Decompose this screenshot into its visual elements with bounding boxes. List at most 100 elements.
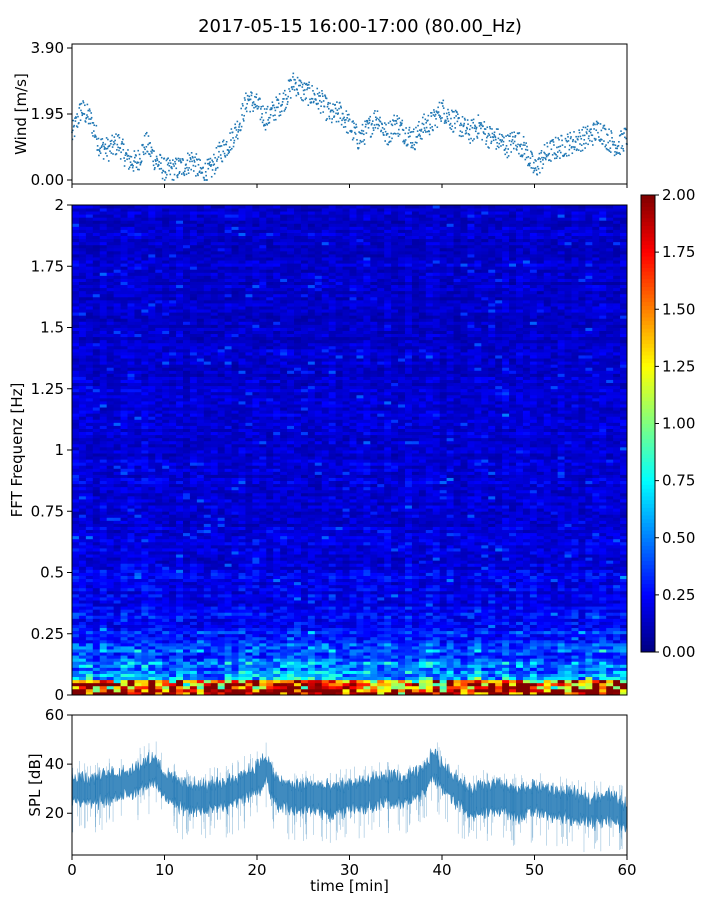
wind-point — [175, 157, 177, 160]
wind-point — [467, 133, 470, 135]
spectrogram-cell — [349, 569, 357, 573]
spectrogram-cell — [141, 685, 149, 690]
spectrogram-cell — [321, 590, 330, 595]
spectrogram-cell — [189, 597, 198, 601]
spectrogram-cell — [328, 615, 337, 619]
spectrogram-cell — [377, 652, 385, 656]
spectrogram-cell — [169, 649, 177, 653]
spectrogram-cell — [356, 609, 364, 613]
wind-point — [138, 153, 141, 156]
spectrogram-cell — [599, 639, 607, 644]
spectrogram-cell — [363, 685, 371, 690]
spectrogram-cell — [252, 658, 260, 662]
wind-point — [117, 134, 120, 136]
wind-point — [326, 105, 329, 108]
spectrogram-cell — [224, 646, 232, 650]
spectrogram-cell — [509, 584, 517, 589]
spectrogram-cell — [106, 584, 115, 589]
spectrogram-cell — [203, 670, 212, 674]
wind-point — [315, 99, 317, 101]
spectrogram-cell — [620, 584, 628, 589]
spectrogram-cell — [474, 560, 482, 564]
spectrogram-cell — [259, 673, 267, 678]
wind-point — [567, 136, 569, 138]
wind-point — [474, 124, 476, 127]
spectrogram-cell — [252, 642, 260, 647]
spectrogram-cell — [287, 633, 295, 638]
spectrogram-cell — [620, 670, 628, 674]
spectrogram-cell — [294, 612, 302, 616]
spectrogram-cell — [509, 560, 517, 564]
spectrogram-cell — [439, 667, 448, 671]
spectrogram-cell — [425, 667, 434, 671]
wind-point — [538, 157, 540, 159]
spectrogram-cell — [92, 624, 101, 629]
spectrogram-cell — [370, 618, 378, 622]
spectrogram-cell — [92, 587, 101, 592]
spectrogram-cell — [113, 639, 121, 644]
spectrogram-cell — [127, 691, 135, 696]
wind-point — [541, 167, 544, 169]
wind-point — [282, 92, 285, 95]
spectrogram-cell — [245, 624, 253, 629]
spectrogram-cell — [585, 575, 593, 580]
spectrogram-cell — [356, 658, 364, 662]
spectrogram-cell — [342, 621, 350, 625]
wind-point — [138, 168, 140, 171]
spectrogram-cell — [335, 655, 343, 659]
spectrogram-cell — [287, 621, 295, 625]
spectrogram-cell — [349, 661, 357, 665]
wind-point — [101, 138, 104, 140]
spectrogram-cell — [516, 578, 524, 583]
spectrogram-cell — [529, 590, 538, 595]
wind-point — [146, 150, 149, 153]
spectrogram-cell — [557, 624, 565, 629]
spectrogram-cell — [370, 661, 378, 665]
spectrogram-cell — [543, 633, 552, 638]
spectrogram-cell — [488, 581, 496, 586]
wind-point — [462, 135, 464, 137]
wind-point — [342, 126, 345, 128]
spectrogram-cell — [481, 554, 489, 558]
wind-point — [365, 123, 367, 126]
spectrogram-cell — [550, 658, 559, 662]
spectrogram-cell — [571, 593, 579, 598]
spectrogram-cell — [196, 557, 205, 561]
spectrogram-cell — [99, 609, 108, 613]
wind-point — [175, 158, 178, 161]
spectrogram-cell — [474, 554, 482, 558]
spectrogram-cell — [405, 661, 413, 665]
wind-point — [423, 113, 425, 116]
spectrogram-cell — [509, 633, 517, 638]
spectrogram-cell — [550, 612, 559, 616]
spectrogram-cell — [418, 578, 427, 583]
spectrogram-cell — [134, 578, 142, 583]
spectrogram-cell — [210, 639, 219, 644]
spectrogram-cell — [189, 569, 198, 573]
spectrogram-cell — [328, 652, 337, 656]
spectrogram-cell — [620, 624, 628, 629]
wind-point — [142, 143, 144, 146]
spectrogram-cell — [134, 658, 142, 662]
spectrogram-cell — [391, 618, 399, 622]
spectrogram-cell — [384, 636, 392, 641]
spectrogram-cell — [99, 652, 108, 656]
spectrogram-cell — [148, 691, 156, 696]
wind-point — [425, 121, 427, 124]
wind-point — [544, 152, 546, 155]
wind-point — [359, 132, 361, 134]
wind-point — [220, 145, 223, 147]
spectrogram-cell — [599, 593, 607, 598]
spectrogram-cell — [474, 655, 482, 659]
spectrogram-cell — [606, 609, 614, 613]
spectrogram-cell — [509, 664, 517, 668]
spectrogram-cell — [398, 584, 406, 589]
wind-point — [236, 134, 238, 136]
wind-point — [411, 144, 413, 147]
spectrogram-cell — [460, 557, 468, 561]
spectrogram-cell — [189, 691, 198, 696]
spectrogram-cell — [418, 655, 427, 659]
spectrogram-cell — [411, 597, 420, 601]
spectrogram-cell — [467, 636, 475, 641]
wind-point — [373, 124, 376, 126]
